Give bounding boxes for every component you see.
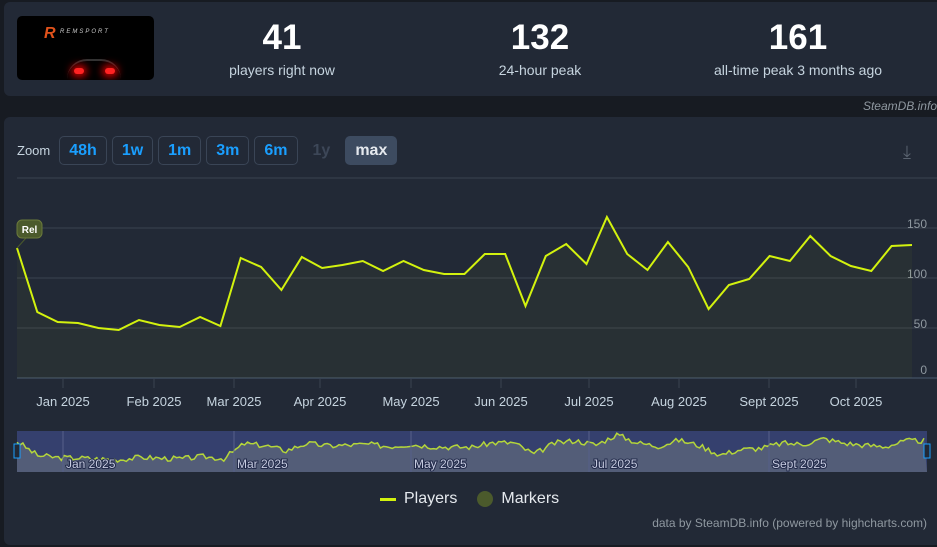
x-tick-label: Jul 2025: [564, 394, 613, 409]
y-tick-label: 0: [920, 363, 927, 377]
navigator-tick-label: Jan 2025: [66, 457, 116, 471]
stat-alltime-peak: 161 all-time peak 3 months ago: [713, 18, 883, 78]
navigator-area: [17, 433, 927, 472]
stat-current: 41 players right now: [229, 18, 335, 78]
x-tick-label: Jan 2025: [36, 394, 90, 409]
download-icon[interactable]: ⤓: [903, 142, 911, 162]
stat-24h-peak: 132 24-hour peak: [498, 18, 582, 78]
x-tick-label: Jun 2025: [474, 394, 528, 409]
area-fill: [17, 217, 912, 378]
x-tick-label: Sept 2025: [739, 394, 798, 409]
x-tick-label: Apr 2025: [294, 394, 347, 409]
footer-credit: data by SteamDB.info (powered by highcha…: [652, 516, 927, 530]
legend-markers[interactable]: Markers: [501, 490, 560, 507]
navigator-tick-label: May 2025: [414, 457, 467, 471]
release-marker-label: Rel: [22, 225, 38, 236]
marker-connector: [16, 237, 27, 249]
y-tick-label: 50: [914, 317, 928, 331]
steamdb-credit: SteamDB.info: [862, 99, 937, 113]
players-line: [16, 214, 913, 332]
navigator-tick-label: Jul 2025: [592, 457, 638, 471]
x-tick-label: Mar 2025: [207, 394, 262, 409]
release-marker: [16, 219, 43, 239]
chart-panel: [4, 117, 937, 545]
zoom-48h-button[interactable]: 48h: [59, 136, 107, 165]
markers-legend-swatch: [477, 491, 494, 507]
stats-panel: [4, 2, 937, 96]
players-legend-swatch: [380, 497, 396, 501]
navigator-line: [16, 432, 925, 463]
zoom-3m-button[interactable]: 3m: [206, 136, 250, 165]
x-tick-label: Oct 2025: [830, 394, 883, 409]
legend: Players Markers: [380, 490, 559, 508]
navigator-handle-right[interactable]: [923, 443, 931, 459]
y-tick-label: 100: [907, 267, 927, 281]
game-logo: R REMSPORT: [17, 16, 154, 80]
y-tick-label: 150: [907, 217, 927, 231]
navigator-range: [17, 431, 927, 472]
x-tick-label: Aug 2025: [651, 394, 707, 409]
navigator-tick-label: Mar 2025: [237, 457, 288, 471]
x-tick-label: May 2025: [382, 394, 439, 409]
navigator-tick-label: Sept 2025: [772, 457, 827, 471]
legend-players[interactable]: Players: [404, 490, 458, 507]
zoom-1w-button[interactable]: 1w: [111, 136, 154, 165]
x-tick-label: Feb 2025: [127, 394, 182, 409]
zoom-label: Zoom: [17, 143, 51, 158]
zoom-max-button[interactable]: max: [345, 136, 398, 165]
zoom-controls: Zoom 48h 1w 1m 3m 6m 1y max: [17, 136, 398, 165]
zoom-1y-button: 1y: [303, 136, 341, 165]
zoom-1m-button[interactable]: 1m: [158, 136, 202, 165]
navigator-handle-left[interactable]: [13, 443, 21, 459]
zoom-6m-button[interactable]: 6m: [254, 136, 298, 165]
